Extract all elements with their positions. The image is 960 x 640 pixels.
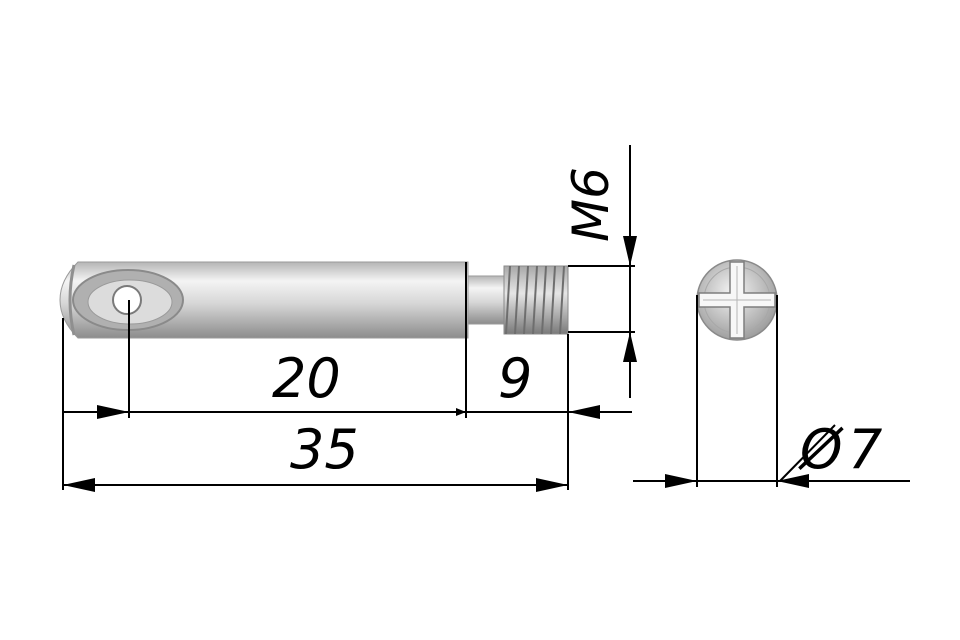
- dowel-pin-side-view: [59, 261, 569, 339]
- dowel-pin-end-view: [696, 259, 778, 341]
- pin-hole: [112, 285, 142, 315]
- diameter-symbol: Ø: [798, 418, 844, 481]
- dimension-label-thread: 9: [498, 347, 532, 410]
- dimension-label-thread-size: M6: [562, 167, 620, 242]
- pin-end-groove: [68, 264, 76, 336]
- dimension-label-diameter: 7: [848, 418, 882, 481]
- dimension-label-total: 35: [290, 418, 359, 481]
- dimension-label-shank: 20: [272, 347, 341, 410]
- pin-neck: [467, 275, 505, 325]
- dimension-lines: [62, 145, 910, 492]
- thread-ridges: [505, 265, 565, 335]
